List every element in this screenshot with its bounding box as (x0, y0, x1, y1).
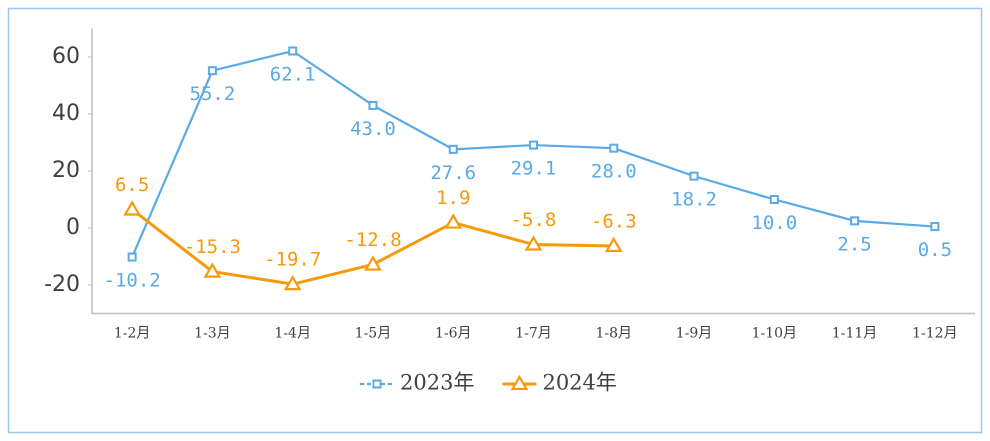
x-tick-label: 1-6月 (435, 326, 472, 342)
x-tick-label: 1-12月 (912, 326, 957, 342)
data-label: -5.8 (511, 209, 557, 231)
data-label: 0.5 (918, 239, 952, 261)
data-point (529, 140, 538, 150)
y-tick-label: 0 (66, 215, 80, 240)
data-point (448, 144, 458, 154)
x-tick-label: 1-5月 (355, 326, 392, 342)
y-tick-label: 20 (52, 158, 80, 183)
data-label: -6.3 (591, 210, 637, 232)
data-point (368, 100, 378, 110)
data-label: -12.8 (344, 229, 401, 251)
data-point (207, 66, 217, 76)
data-point (604, 236, 623, 253)
data-point (364, 255, 382, 271)
legend-label: 2023年 (400, 371, 474, 395)
data-point (850, 216, 860, 226)
data-label: 29.1 (511, 158, 557, 180)
data-label: -10.2 (104, 270, 161, 292)
legend-label: 2024年 (542, 371, 616, 395)
data-point (283, 274, 302, 291)
data-point (203, 262, 222, 278)
data-label: 1.9 (436, 187, 470, 209)
legend-marker (372, 379, 382, 389)
x-tick-label: 1-4月 (274, 326, 311, 342)
legend-marker (510, 374, 529, 391)
x-tick-label: 1-8月 (595, 326, 632, 342)
y-tick-label: 40 (52, 101, 80, 126)
x-tick-label: 1-7月 (515, 326, 552, 342)
chart-frame (7, 7, 983, 434)
y-tick-label: 60 (52, 44, 80, 69)
x-tick-label: 1-9月 (676, 326, 713, 342)
data-point (769, 195, 779, 204)
data-point (123, 200, 142, 216)
data-label: 55.2 (190, 83, 236, 105)
x-tick-label: 1-2月 (114, 326, 151, 342)
data-point (524, 235, 543, 251)
x-tick-label: 1-3月 (194, 326, 231, 342)
data-point (930, 222, 940, 232)
data-label: -15.3 (184, 236, 241, 258)
data-point (609, 143, 619, 153)
data-point (288, 46, 298, 56)
data-label: -19.7 (264, 249, 321, 271)
data-point (689, 171, 699, 181)
data-label: 10.0 (751, 212, 797, 234)
data-label: 27.6 (430, 162, 476, 184)
data-point (127, 252, 137, 262)
data-point (444, 213, 463, 229)
data-label: 2.5 (837, 233, 871, 255)
data-label: 28.0 (591, 161, 637, 183)
data-label: 18.2 (671, 189, 717, 211)
data-label: 62.1 (270, 64, 316, 86)
y-tick-label: -20 (44, 272, 80, 297)
x-tick-label: 1-11月 (832, 326, 877, 342)
data-label: 43.0 (350, 118, 396, 140)
data-label: 6.5 (115, 174, 149, 196)
x-tick-label: 1-10月 (752, 326, 797, 342)
